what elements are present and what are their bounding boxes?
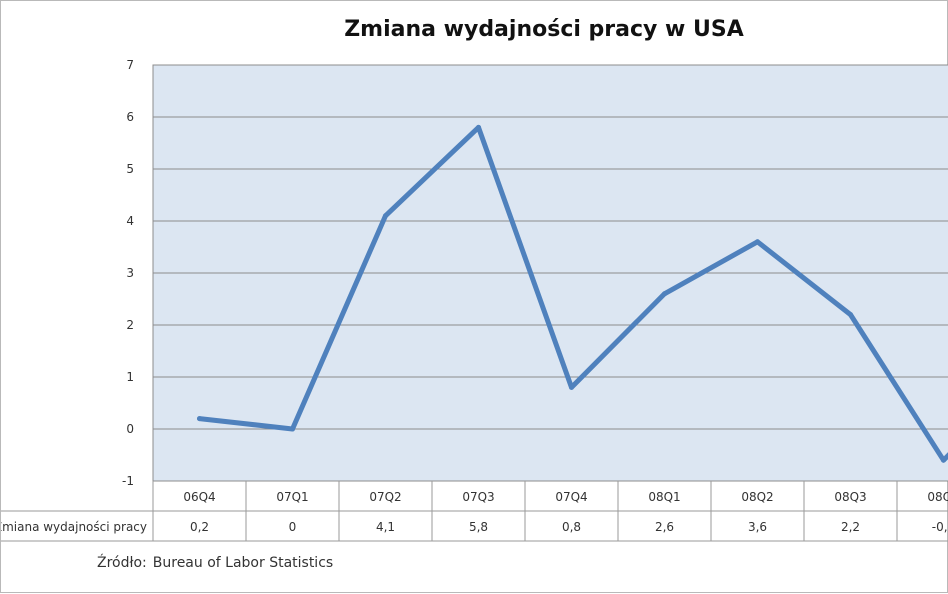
data-table-value: 0,2 xyxy=(190,520,209,534)
source-note: Źródło: Bureau of Labor Statistics xyxy=(97,555,339,571)
data-table-value: -0,6 xyxy=(932,520,948,534)
source-text: Bureau of Labor Statistics xyxy=(153,555,333,571)
x-tick-label: 07Q2 xyxy=(369,490,401,504)
x-tick-label: 07Q4 xyxy=(555,490,587,504)
x-tick-label: 07Q1 xyxy=(276,490,308,504)
y-tick-label: 6 xyxy=(126,110,134,124)
y-tick-label: 2 xyxy=(126,318,134,332)
data-table-value: 2,2 xyxy=(841,520,860,534)
x-tick-label: 06Q4 xyxy=(183,490,215,504)
y-tick-label: -1 xyxy=(122,474,134,488)
data-table-value: 5,8 xyxy=(469,520,488,534)
x-tick-label: 08Q2 xyxy=(741,490,773,504)
data-point xyxy=(662,291,667,296)
x-tick-label: 08Q4 xyxy=(927,490,948,504)
x-tick-label: 08Q3 xyxy=(834,490,866,504)
y-tick-label: 1 xyxy=(126,370,134,384)
data-table-value: 4,1 xyxy=(376,520,395,534)
data-point xyxy=(941,458,946,463)
data-table-value: 0 xyxy=(289,520,297,534)
y-tick-label: 3 xyxy=(126,266,134,280)
data-point xyxy=(848,312,853,317)
x-axis-labels: 06Q407Q107Q207Q307Q408Q108Q208Q308Q409Q1 xyxy=(183,490,948,504)
data-point xyxy=(383,213,388,218)
data-table-values: 0,204,15,80,82,63,62,2-0,61,2 xyxy=(190,520,948,534)
data-table-value: 3,6 xyxy=(748,520,767,534)
data-table-value: 0,8 xyxy=(562,520,581,534)
y-tick-label: 7 xyxy=(126,58,134,72)
x-tick-label: 07Q3 xyxy=(462,490,494,504)
data-table-row-label: Zmiana wydajności pracy xyxy=(1,520,147,534)
y-axis-ticks: -1 0 1 2 3 4 5 6 7 xyxy=(122,58,134,488)
y-tick-label: 0 xyxy=(126,422,134,436)
data-point xyxy=(197,416,202,421)
data-point xyxy=(755,239,760,244)
data-point xyxy=(569,385,574,390)
data-table-value: 2,6 xyxy=(655,520,674,534)
x-tick-label: 08Q1 xyxy=(648,490,680,504)
y-tick-label: 4 xyxy=(126,214,134,228)
data-point xyxy=(476,125,481,130)
source-label: Źródło: xyxy=(97,555,147,571)
y-tick-label: 5 xyxy=(126,162,134,176)
data-point xyxy=(290,427,295,432)
